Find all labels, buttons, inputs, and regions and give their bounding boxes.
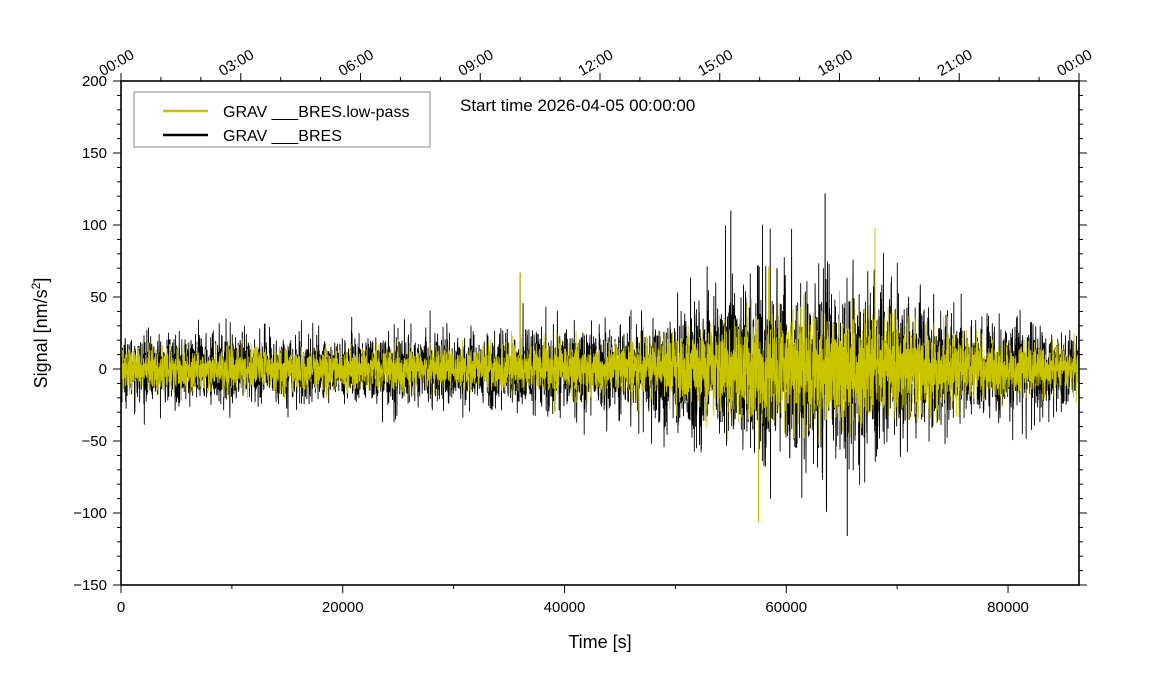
legend-entry-label: GRAV ___BRES [223, 128, 342, 145]
top-tick-label: 12:00 [575, 46, 616, 79]
x-tick-label: 60000 [765, 599, 807, 616]
top-tick-label: 18:00 [815, 46, 856, 79]
x-tick-label: 20000 [322, 599, 364, 616]
y-tick-label: 100 [82, 217, 107, 234]
y-tick-label: 50 [90, 289, 107, 306]
y-tick-label: 150 [82, 145, 107, 162]
top-tick-label: 21:00 [934, 46, 975, 79]
x-tick-label: 0 [117, 599, 125, 616]
x-axis-title: Time [s] [568, 632, 631, 652]
top-tick-label: 15:00 [695, 46, 736, 79]
y-tick-label: −150 [73, 577, 107, 594]
series-clip-group [120, 193, 1080, 537]
legend-layer: GRAV ___BRES.low-pass GRAV ___BRES [133, 91, 431, 148]
y-axis-title-main: Signal [nm/s [31, 289, 51, 388]
top-tick-label: 09:00 [455, 46, 496, 79]
y-axis-title: Signal [nm/s2] [29, 278, 51, 389]
y-tick-label: 0 [99, 361, 107, 378]
y-tick-label: −50 [82, 433, 107, 450]
legend-entry-label: GRAV ___BRES.low-pass [223, 104, 409, 121]
top-tick-label: 03:00 [216, 46, 257, 79]
y-tick-label: 200 [82, 73, 107, 90]
top-tick-label: 00:00 [1054, 46, 1095, 79]
series-layer [120, 193, 1080, 537]
y-tick-label: −100 [73, 505, 107, 522]
series-line-1 [120, 266, 1080, 445]
y-axis-title-superscript: 2 [29, 282, 43, 289]
x-tick-label: 40000 [544, 599, 586, 616]
top-tick-label: 06:00 [336, 46, 377, 79]
x-tick-label: 80000 [987, 599, 1029, 616]
top-tick-label: 00:00 [96, 46, 137, 79]
y-axis-title-suffix: ] [31, 278, 51, 283]
legend-box [133, 91, 431, 148]
start-time-annotation: Start time 2026-04-05 00:00:00 [460, 96, 695, 115]
